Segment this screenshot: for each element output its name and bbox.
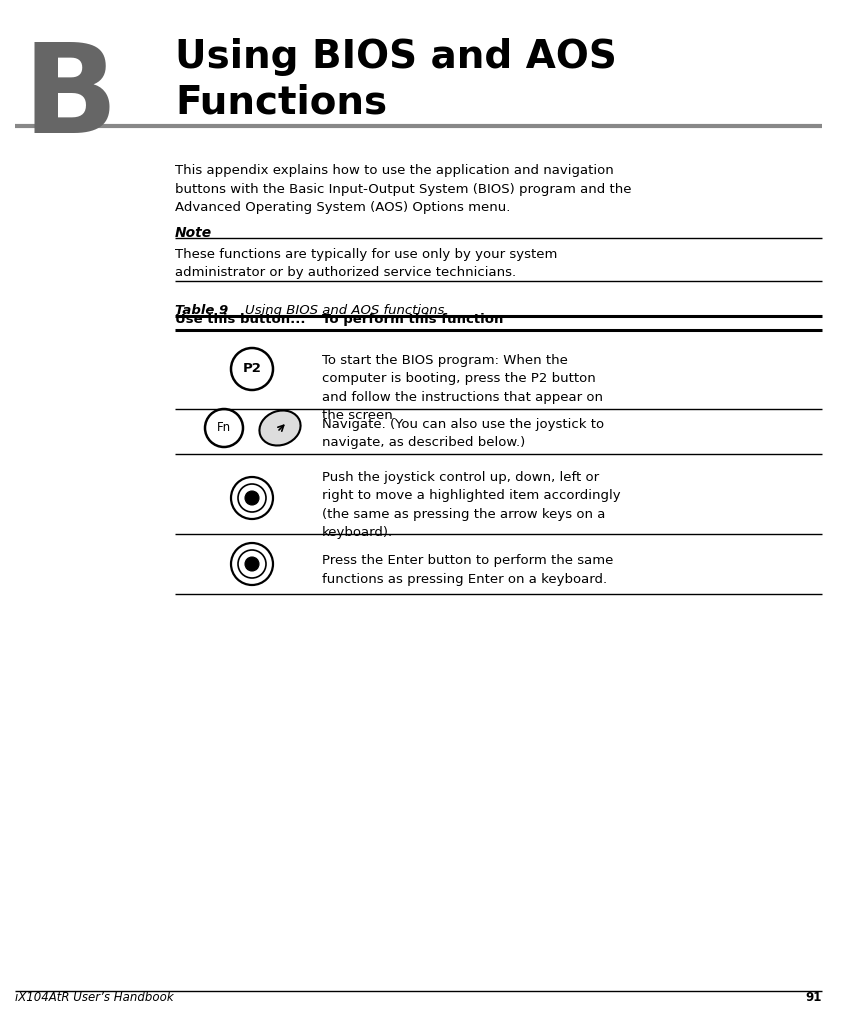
Circle shape [245,557,259,571]
Circle shape [238,550,266,578]
Text: Use this button...: Use this button... [175,314,306,326]
Text: Fn: Fn [217,422,231,434]
Ellipse shape [259,410,300,445]
Circle shape [238,484,266,512]
Text: B: B [22,38,117,159]
Text: Push the joystick control up, down, left or
right to move a highlighted item acc: Push the joystick control up, down, left… [322,471,620,540]
Text: Navigate. (You can also use the joystick to
navigate, as described below.): Navigate. (You can also use the joystick… [322,418,604,449]
Text: This appendix explains how to use the application and navigation
buttons with th: This appendix explains how to use the ap… [175,164,631,214]
Text: To start the BIOS program: When the
computer is booting, press the P2 button
and: To start the BIOS program: When the comp… [322,354,603,423]
Text: P2: P2 [242,362,262,376]
Text: Using BIOS and AOS functions: Using BIOS and AOS functions [228,304,445,317]
Text: These functions are typically for use only by your system
administrator or by au: These functions are typically for use on… [175,248,557,279]
Text: Table 9: Table 9 [175,304,228,317]
Text: To perform this function: To perform this function [322,314,503,326]
Text: Using BIOS and AOS
Functions: Using BIOS and AOS Functions [175,38,617,121]
Circle shape [231,543,273,585]
Text: 91: 91 [806,991,822,1004]
Text: Press the Enter button to perform the same
functions as pressing Enter on a keyb: Press the Enter button to perform the sa… [322,554,614,586]
Text: iX104AtR User’s Handbook: iX104AtR User’s Handbook [15,991,174,1004]
Circle shape [231,477,273,519]
Text: Note: Note [175,226,212,240]
Circle shape [245,491,259,505]
